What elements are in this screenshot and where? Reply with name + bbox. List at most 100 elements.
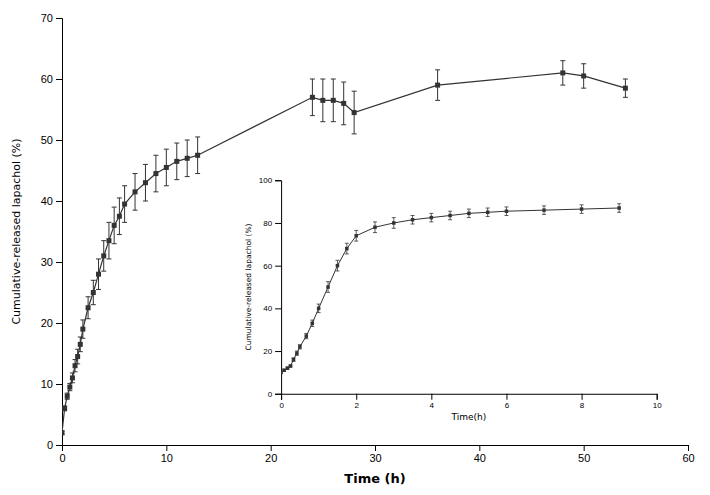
marker: [411, 218, 415, 222]
error-bar: [448, 211, 452, 220]
error-bar: [486, 208, 490, 217]
tick-label: 4: [430, 401, 435, 410]
marker: [117, 214, 122, 219]
tick-label: 50: [41, 134, 53, 146]
error-bar: [133, 174, 138, 211]
error-bar: [580, 205, 584, 214]
tick-label: 0: [279, 401, 284, 410]
error-bar: [320, 79, 325, 122]
error-bar: [78, 337, 83, 352]
error-bar: [354, 230, 358, 241]
tick: 40: [474, 445, 486, 464]
marker: [174, 159, 179, 164]
marker: [112, 223, 117, 228]
tick-label: 50: [578, 452, 590, 464]
y-axis-title: Cumulative-released lapachol (%): [10, 138, 23, 324]
tick-label: 40: [263, 304, 272, 313]
marker: [373, 225, 377, 229]
tick-label: 80: [263, 219, 272, 228]
error-bar: [91, 280, 96, 304]
marker: [580, 207, 584, 211]
y-axis: 010203040506070: [41, 12, 63, 451]
tick: 50: [41, 134, 62, 146]
marker: [505, 209, 509, 213]
tick-label: 20: [41, 317, 53, 329]
error-bar: [143, 164, 148, 201]
error-bar: [542, 206, 546, 215]
error-bar: [331, 79, 336, 122]
marker: [467, 212, 471, 216]
tick-label: 8: [580, 401, 585, 410]
error-bar: [310, 320, 314, 326]
main-chart: 0102030405060010203040506070Time (h)Cumu…: [10, 12, 695, 486]
tick-mark: [56, 323, 62, 324]
marker: [143, 180, 148, 185]
error-bar: [164, 149, 169, 186]
marker: [73, 363, 78, 368]
tick-mark: [56, 140, 62, 141]
tick-label: 40: [41, 195, 53, 207]
error-bar: [62, 431, 65, 435]
error-bar: [429, 213, 433, 222]
error-bar: [282, 369, 286, 371]
tick-mark: [275, 266, 281, 267]
error-bar: [623, 79, 628, 97]
x-axis: 0246810: [279, 394, 662, 411]
tick: 60: [682, 445, 694, 464]
tick-label: 10: [41, 378, 53, 390]
tick: 100: [259, 176, 281, 185]
tick-label: 30: [41, 256, 53, 268]
tick-mark: [271, 445, 272, 451]
tick-mark: [56, 384, 62, 385]
tick-mark: [584, 445, 585, 451]
tick-mark: [56, 18, 62, 19]
tick-label: 100: [259, 176, 273, 185]
error-bar: [467, 209, 471, 218]
markers: [281, 206, 621, 374]
marker: [352, 110, 357, 115]
error-bar: [117, 198, 122, 235]
tick-label: 40: [474, 452, 486, 464]
error-bar: [310, 79, 315, 116]
marker: [86, 305, 91, 310]
error-bar: [295, 351, 299, 355]
tick: 4: [430, 394, 435, 411]
axis-line: [63, 446, 689, 452]
error-bar: [581, 64, 586, 88]
tick: 0: [279, 394, 284, 411]
tick: 6: [505, 394, 510, 411]
marker: [65, 394, 70, 399]
tick: 0: [47, 439, 62, 451]
tick: 10: [161, 445, 173, 464]
tick: 50: [578, 445, 590, 464]
error-bar: [73, 360, 78, 372]
tick-mark: [375, 445, 376, 451]
tick-label: 60: [682, 452, 694, 464]
marker: [292, 358, 296, 362]
error-bar: [341, 82, 346, 125]
tick-mark: [56, 201, 62, 202]
axis-line: [56, 19, 63, 446]
error-bar: [335, 260, 339, 271]
tick-label: 10: [653, 401, 662, 410]
error-bar: [298, 345, 302, 349]
error-bar: [288, 365, 292, 367]
error-bar: [504, 207, 508, 216]
tick-label: 0: [59, 452, 65, 464]
marker: [392, 221, 396, 225]
axis-line: [275, 181, 282, 395]
marker: [320, 98, 325, 103]
tick: 60: [41, 73, 62, 85]
chart-root: 0102030405060010203040506070Time (h)Cumu…: [0, 0, 710, 495]
marker: [486, 211, 490, 215]
tick-mark: [275, 394, 281, 395]
marker: [96, 272, 101, 277]
marker: [560, 70, 565, 75]
marker: [289, 364, 292, 368]
tick-mark: [506, 394, 507, 400]
tick-label: 0: [268, 390, 273, 399]
marker: [623, 86, 628, 91]
error-bar: [392, 218, 396, 229]
error-bar: [326, 282, 330, 293]
x-axis-title: Time(h): [451, 412, 487, 422]
